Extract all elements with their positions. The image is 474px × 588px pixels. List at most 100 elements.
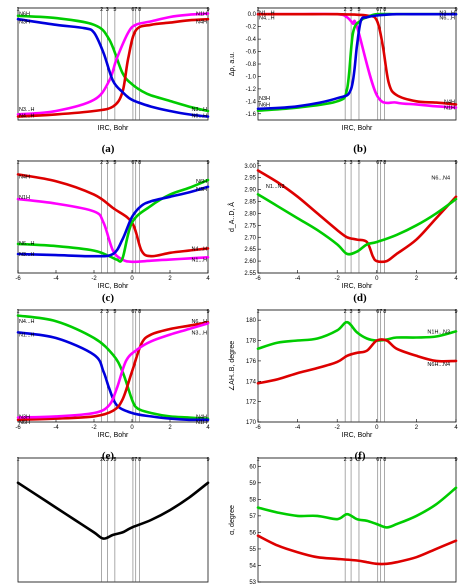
reference-line-label: 7 <box>134 7 137 13</box>
y-tick-label: 2.85 <box>244 200 256 206</box>
reference-line-label: 6 <box>131 160 134 166</box>
x-tick-label: 0 <box>375 276 379 282</box>
y-axis-label: d_A..D, Å <box>227 202 236 232</box>
series-line <box>256 338 458 385</box>
y-tick-label: 170 <box>246 420 257 426</box>
x-tick-label: 2 <box>168 276 172 282</box>
reference-line-label: 8 <box>383 160 386 166</box>
x-tick-label: -2 <box>335 425 341 431</box>
reference-line-label: 3 <box>106 457 109 463</box>
curve-annotation: N1H...N3 <box>427 329 450 335</box>
curve-annotation: N4...H <box>19 114 35 120</box>
y-tick-label: -0.6 <box>246 50 257 56</box>
reference-line-label: 6 <box>131 457 134 463</box>
series-line <box>16 331 210 422</box>
curve-annotation: N6H <box>19 12 30 18</box>
x-tick-label: -6 <box>255 276 261 282</box>
y-tick-label: 53 <box>249 580 256 586</box>
reference-line-label: 1 <box>256 309 259 315</box>
x-tick-label: 0 <box>130 276 134 282</box>
reference-line-label: 2 <box>100 160 103 166</box>
y-axis-label: ∠AH..B, degree <box>228 341 236 391</box>
curve-annotation: N1...H <box>259 10 275 16</box>
reference-line-label: 6 <box>131 309 134 315</box>
y-tick-label: 2.65 <box>244 247 256 253</box>
y-tick-label: 58 <box>249 497 256 503</box>
reference-line-label: 6 <box>376 160 379 166</box>
y-tick-label: 3.00 <box>244 164 256 170</box>
curve-annotation: N4H <box>444 99 455 105</box>
curve-annotation: N3...H <box>191 107 207 113</box>
curve-annotation: N4...H <box>259 15 275 21</box>
reference-line-label: 5 <box>113 457 116 463</box>
y-tick-label: -1.4 <box>246 99 257 105</box>
x-axis-label: IRC, Bohr <box>98 432 129 439</box>
series-line <box>16 173 210 258</box>
y-tick-label: -1.6 <box>246 112 257 118</box>
reference-line-label: 3 <box>350 457 353 463</box>
y-tick-label: 57 <box>249 514 256 520</box>
curve-annotation: N4H <box>196 19 207 25</box>
series-line <box>16 14 210 113</box>
curve-annotation: N3...H <box>191 330 207 336</box>
curve-annotation: N1...N3 <box>266 184 285 190</box>
reference-line-label: 1 <box>256 7 259 13</box>
curve-annotation: N4H <box>19 175 30 181</box>
x-tick-label: -4 <box>295 425 301 431</box>
reference-line-label: 7 <box>379 160 382 166</box>
curve-annotation: N6H <box>196 179 207 185</box>
x-axis-label: IRC, Bohr <box>342 125 373 132</box>
x-tick-label: -4 <box>295 276 301 282</box>
reference-line-label: 1 <box>16 7 19 13</box>
reference-line-label: 2 <box>344 160 347 166</box>
series-line <box>256 193 458 256</box>
reference-line-label: 3 <box>350 309 353 315</box>
y-tick-label: 59 <box>249 481 256 487</box>
reference-line-label: 9 <box>454 309 457 315</box>
reference-line-label: 9 <box>206 309 209 315</box>
reference-line-label: 8 <box>138 309 141 315</box>
reference-line-label: 3 <box>350 7 353 13</box>
y-tick-label: 2.90 <box>244 188 256 194</box>
x-tick-label: 4 <box>206 425 210 431</box>
curve-annotation: N1H <box>196 420 207 426</box>
x-tick-label: -2 <box>335 276 341 282</box>
curve-annotation: N6H...N4 <box>427 362 450 368</box>
x-tick-label: -6 <box>15 425 21 431</box>
reference-line-label: 9 <box>206 7 209 13</box>
curve-annotation: N4...H <box>19 319 35 325</box>
chart-panel: 1 2 3 5 6 7 8 9 0.0 -0.2 -0.4 -0.6 -0.8 -1.0 -1.2 -1.4 -… <box>229 7 458 155</box>
x-tick-label: 4 <box>206 276 210 282</box>
reference-line-label: 3 <box>106 160 109 166</box>
series-line <box>256 534 458 566</box>
x-axis-label: IRC, Bohr <box>98 283 129 290</box>
y-tick-label: 54 <box>249 563 256 569</box>
curve-annotation: N6...H <box>19 241 35 247</box>
y-axis-label: Δρ, a.u. <box>229 52 236 76</box>
reference-line-label: 8 <box>138 7 141 13</box>
reference-line-label: 9 <box>454 457 457 463</box>
reference-line-label: 7 <box>134 160 137 166</box>
curve-annotation: N3H <box>19 414 30 420</box>
reference-line-label: 3 <box>350 160 353 166</box>
reference-line-label: 2 <box>100 309 103 315</box>
series-line <box>16 12 210 116</box>
y-tick-label: 2.70 <box>244 235 256 241</box>
reference-line-label: 5 <box>357 309 360 315</box>
y-tick-label: -0.8 <box>246 62 257 68</box>
curve-annotation: N6...H <box>191 319 207 325</box>
y-tick-label: 55 <box>249 547 256 553</box>
reference-line-label: 7 <box>134 309 137 315</box>
curve-annotation: N1...H <box>191 258 207 264</box>
curve-annotation: N1...H <box>19 333 35 339</box>
series-line <box>16 321 210 422</box>
y-axis-label: α, degree <box>229 505 236 535</box>
reference-line-label: 3 <box>106 309 109 315</box>
reference-line-label: 9 <box>454 160 457 166</box>
x-tick-label: -2 <box>91 425 97 431</box>
reference-line-label: 8 <box>138 457 141 463</box>
y-tick-label: 178 <box>246 339 257 345</box>
